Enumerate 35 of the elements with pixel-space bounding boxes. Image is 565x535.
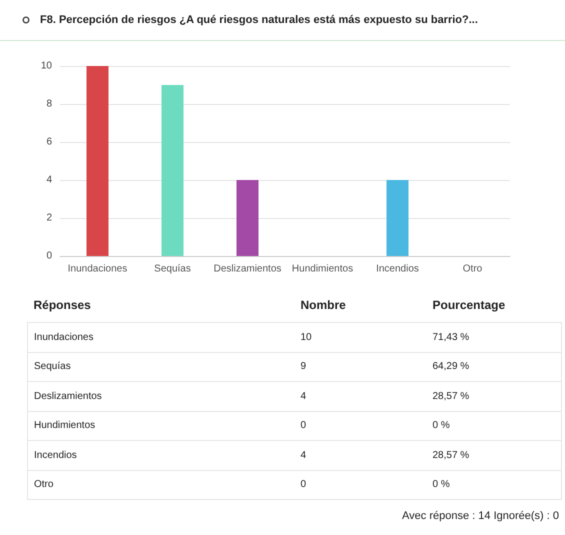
text: 0 %	[426, 470, 562, 500]
category-label: Hundimientos	[34, 420, 96, 432]
y-tick-label: 6	[46, 136, 52, 148]
y-tick-label: 0	[46, 250, 52, 262]
y-tick-label: 2	[46, 212, 52, 224]
text: 0	[294, 470, 426, 500]
text: Avec réponse : 14 Ignorée(s) : 0	[401, 510, 559, 522]
text: 71,43 %	[426, 322, 562, 352]
text: 0 %	[426, 411, 562, 440]
category-label: Otro	[34, 479, 54, 490]
text: 10	[294, 322, 426, 352]
text: Réponses	[32, 297, 92, 314]
y-tick-label: 10	[40, 60, 52, 72]
x-tick-label: Otro	[462, 264, 483, 274]
x-tick-label: Inundaciones	[68, 264, 128, 274]
x-tick-label: Sequías	[154, 264, 191, 274]
x-tick-label: Hundimientos	[292, 264, 354, 274]
text: 9	[294, 352, 426, 382]
y-tick-label: 4	[46, 174, 52, 186]
chart-title: F8. Percepción de riesgos ¿A qué riesgos naturales está más expuesto su barrio?...	[40, 14, 478, 26]
y-tick-label: 8	[46, 98, 52, 110]
text: Pourcentage	[432, 297, 506, 314]
category-label: Incendios	[34, 450, 77, 461]
text: 28,57 %	[426, 382, 562, 411]
category-label: Inundaciones	[34, 332, 94, 343]
text: 64,29 %	[426, 352, 562, 382]
text: 28,57 %	[426, 440, 562, 470]
x-tick-label: Incendios	[376, 264, 419, 274]
text: Nombre	[300, 297, 347, 314]
category-label: Deslizamientos	[34, 390, 102, 402]
text: 0	[294, 411, 426, 440]
category-label: Sequías	[34, 361, 71, 372]
text: 4	[294, 382, 426, 411]
x-tick-label: Deslizamientos	[214, 264, 282, 274]
text: 4	[294, 440, 426, 470]
